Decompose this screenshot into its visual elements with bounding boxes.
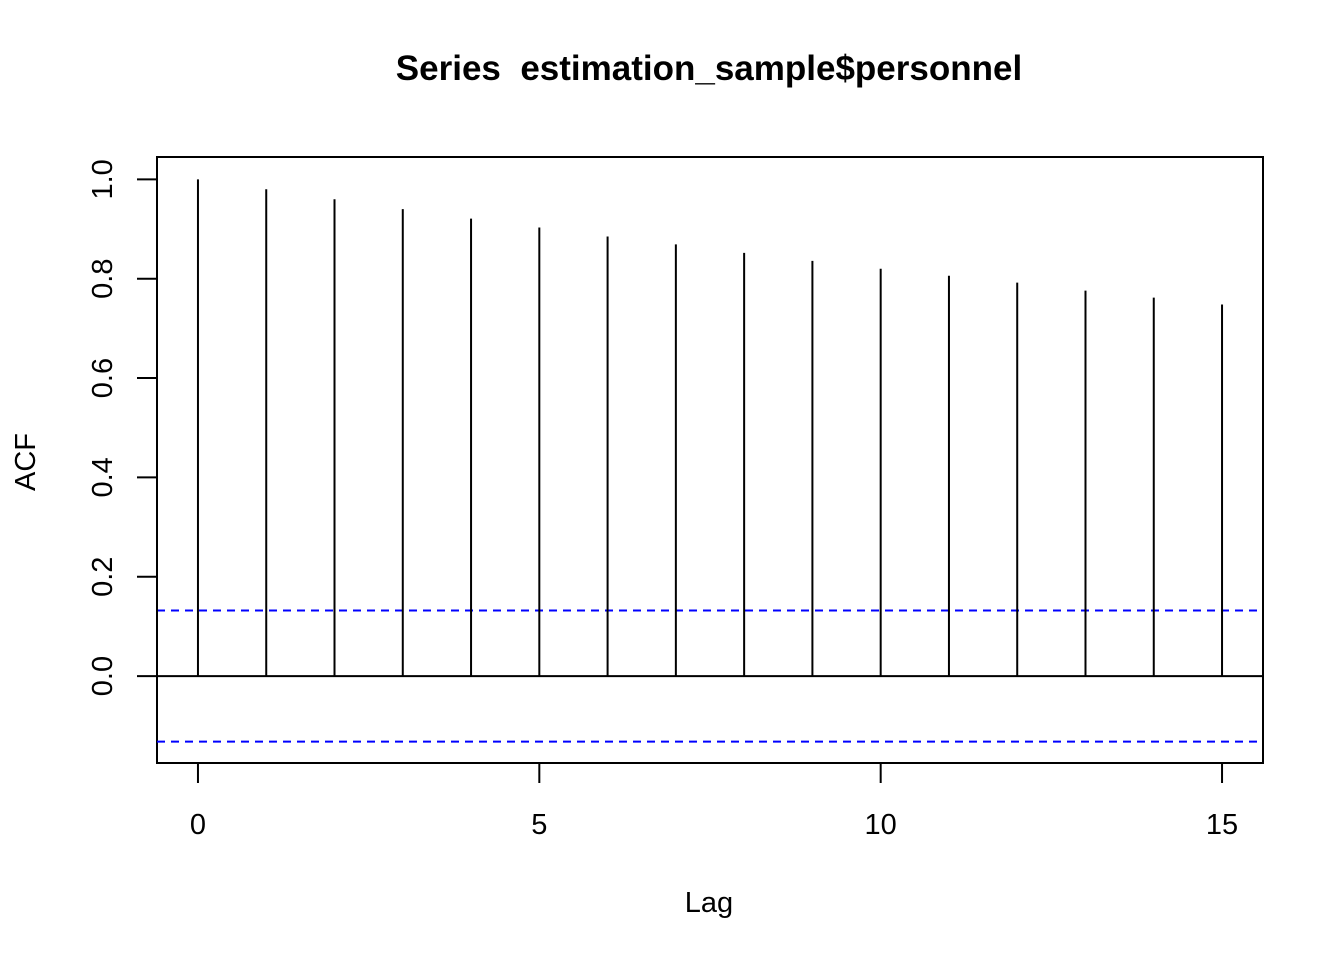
y-tick-label: 0.4 — [87, 457, 119, 497]
y-tick-label: 0.6 — [87, 358, 119, 398]
x-axis-label: Lag — [685, 887, 733, 919]
chart-title: Series estimation_sample$personnel — [396, 49, 1022, 88]
x-tick-label: 0 — [190, 809, 206, 841]
y-tick-label: 0.0 — [87, 656, 119, 696]
y-tick-label: 1.0 — [87, 159, 119, 199]
plot-frame — [156, 156, 1264, 764]
y-axis-label: ACF — [10, 433, 42, 491]
x-tick-label: 15 — [1206, 809, 1238, 841]
x-tick-label: 5 — [531, 809, 547, 841]
plot-area: 0 5 10 15 0.0 0.2 0.4 0.6 0.8 1.0 — [87, 156, 1264, 841]
x-tick-label: 10 — [865, 809, 897, 841]
y-tick-label: 0.8 — [87, 259, 119, 299]
y-tick-label: 0.2 — [87, 557, 119, 597]
